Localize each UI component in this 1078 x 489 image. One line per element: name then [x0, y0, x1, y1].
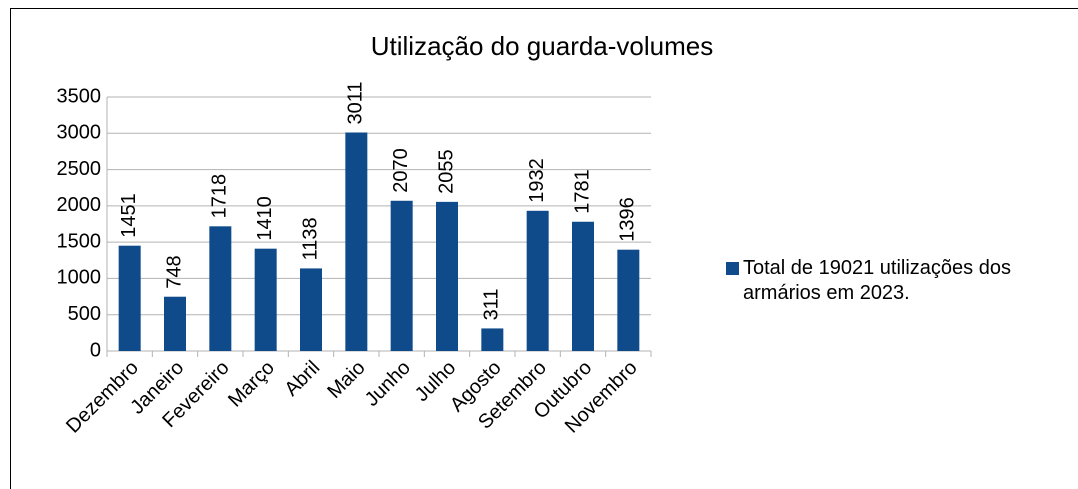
bar — [481, 328, 504, 351]
y-tick-label: 3500 — [57, 85, 102, 107]
data-label: 748 — [163, 255, 185, 288]
x-tick-label: Junho — [361, 357, 415, 411]
bar — [209, 226, 232, 351]
y-tick-label: 1000 — [57, 267, 102, 289]
bar — [300, 268, 322, 351]
x-tick-label: Abril — [280, 357, 324, 401]
bar — [390, 200, 413, 351]
data-label: 1138 — [299, 217, 321, 260]
bar — [345, 132, 368, 351]
bar — [254, 248, 277, 351]
x-tick-label: Dezembro — [62, 357, 143, 438]
y-tick-label: 500 — [68, 303, 101, 325]
data-label: 2070 — [390, 148, 412, 193]
y-tick-label: 3000 — [57, 122, 102, 144]
data-label: 1781 — [571, 169, 593, 214]
data-label: 1410 — [254, 196, 276, 241]
bar — [436, 201, 458, 351]
data-label: 311 — [481, 289, 503, 321]
data-label: 1451 — [118, 193, 140, 238]
data-label: 1932 — [526, 158, 548, 203]
data-label: 1396 — [617, 197, 639, 242]
y-tick-label: 1500 — [57, 230, 102, 252]
legend: Total de 19021 utilizações dos armários … — [726, 256, 1076, 306]
chart-title: Utilização do guarda-volumes — [371, 31, 714, 61]
y-tick-label: 0 — [90, 339, 101, 361]
bar — [118, 245, 141, 351]
x-tick-label: Março — [224, 357, 279, 412]
data-label: 1718 — [209, 174, 231, 218]
chart-border — [10, 8, 1078, 489]
data-label: 2055 — [435, 149, 457, 194]
bar — [617, 249, 640, 351]
bar — [164, 296, 186, 351]
y-tick-label: 2500 — [57, 158, 102, 180]
bar — [526, 210, 549, 351]
legend-label: Total de 19021 utilizações dos armários … — [743, 257, 1011, 304]
y-tick-label: 2000 — [57, 194, 102, 216]
legend-swatch — [726, 262, 739, 275]
data-label: 3011 — [345, 81, 367, 124]
bar — [572, 221, 594, 351]
